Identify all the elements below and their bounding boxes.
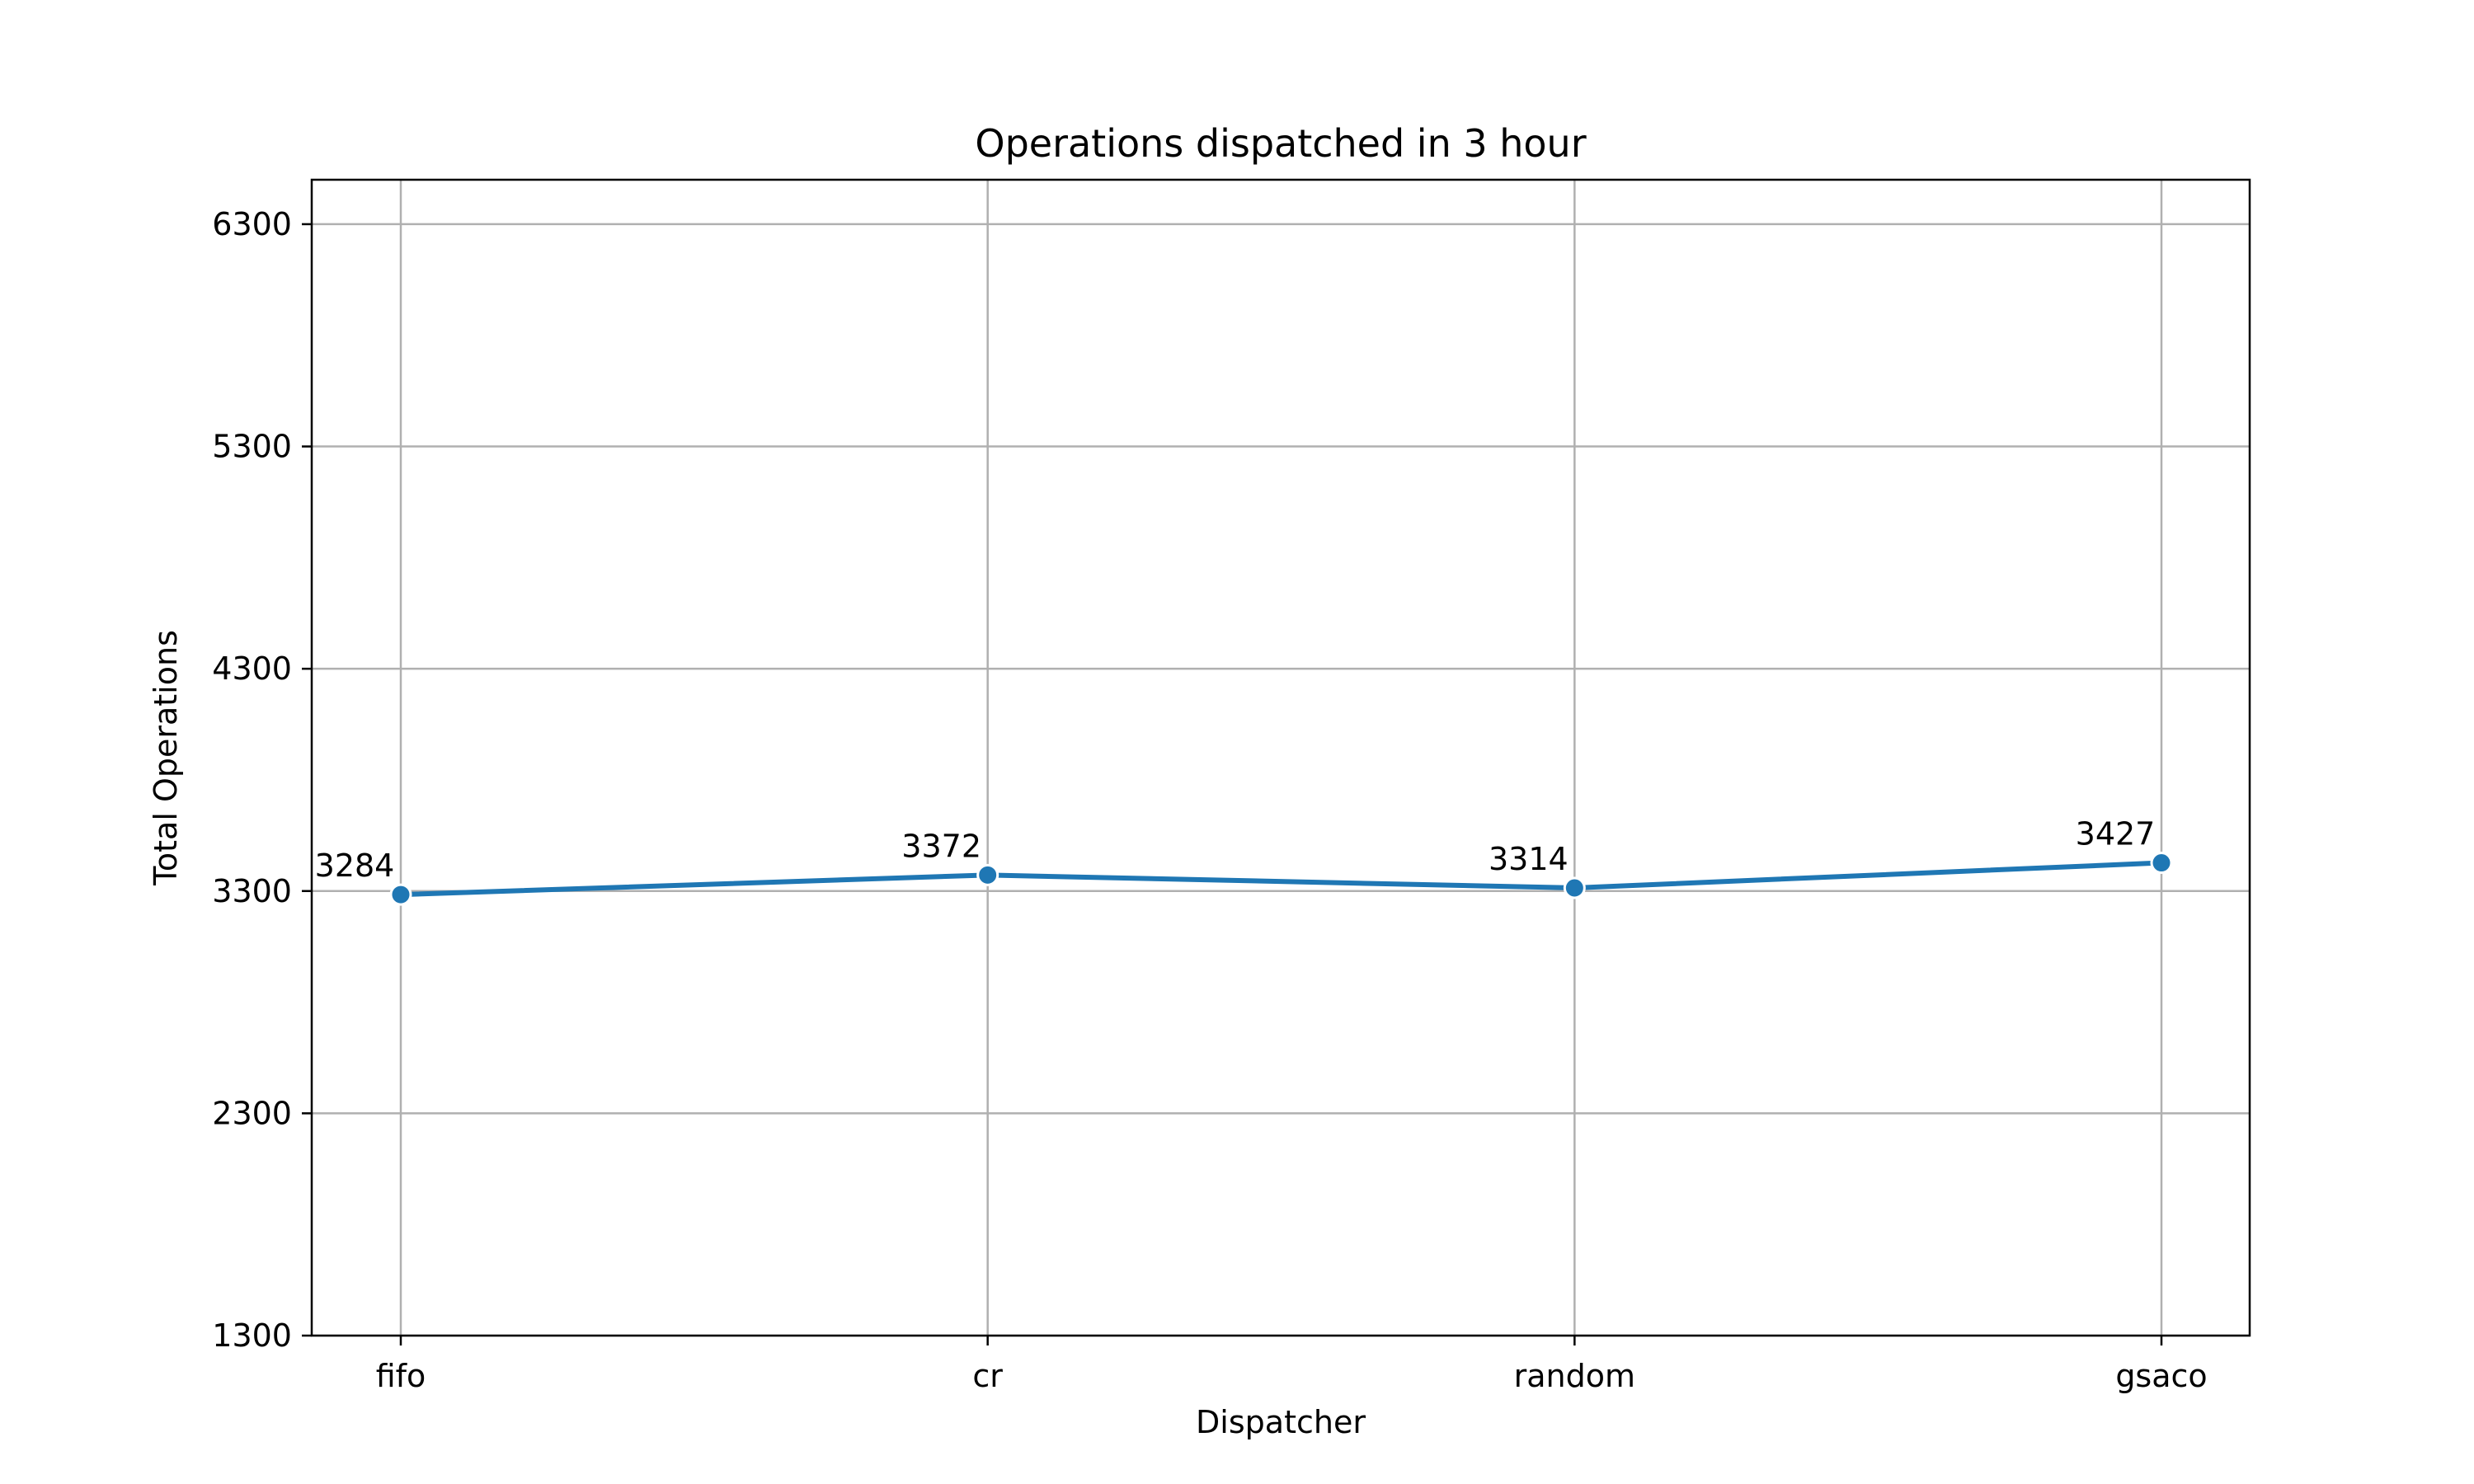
- y-tick-label: 4300: [212, 650, 292, 687]
- y-tick-label: 2300: [212, 1095, 292, 1131]
- x-tick-label: fifo: [376, 1358, 426, 1394]
- y-tick-label: 3300: [212, 873, 292, 909]
- data-point-marker: [389, 883, 412, 906]
- x-axis-ticks: fifo cr random gsaco: [376, 1336, 2208, 1394]
- data-label: 3284: [315, 848, 395, 884]
- x-tick-label: cr: [972, 1358, 1003, 1394]
- plot-area-frame: [310, 178, 2251, 1337]
- y-axis-title: Total Operations: [148, 630, 184, 886]
- data-point-marker: [1563, 876, 1586, 899]
- data-point-marker: [2150, 852, 2173, 875]
- y-tick-label: 6300: [212, 206, 292, 242]
- data-label: 3314: [1489, 841, 1569, 877]
- data-point-marker: [976, 863, 999, 886]
- series-line: [398, 860, 2164, 898]
- y-tick-label: 5300: [212, 429, 292, 465]
- data-labels: 3284 3372 3314 3427: [315, 816, 2156, 885]
- series-layer: [389, 852, 2173, 906]
- y-tick-label: 1300: [212, 1317, 292, 1354]
- x-tick-label: gsaco: [2115, 1358, 2207, 1394]
- x-tick-label: random: [1514, 1358, 1635, 1394]
- chart-title: Operations dispatched in 3 hour: [975, 121, 1586, 166]
- data-label: 3372: [901, 828, 981, 864]
- data-label: 3427: [2076, 816, 2156, 852]
- x-axis-title: Dispatcher: [1196, 1404, 1366, 1440]
- y-axis-ticks: 1300 2300 3300 4300 5300 6300: [212, 206, 312, 1354]
